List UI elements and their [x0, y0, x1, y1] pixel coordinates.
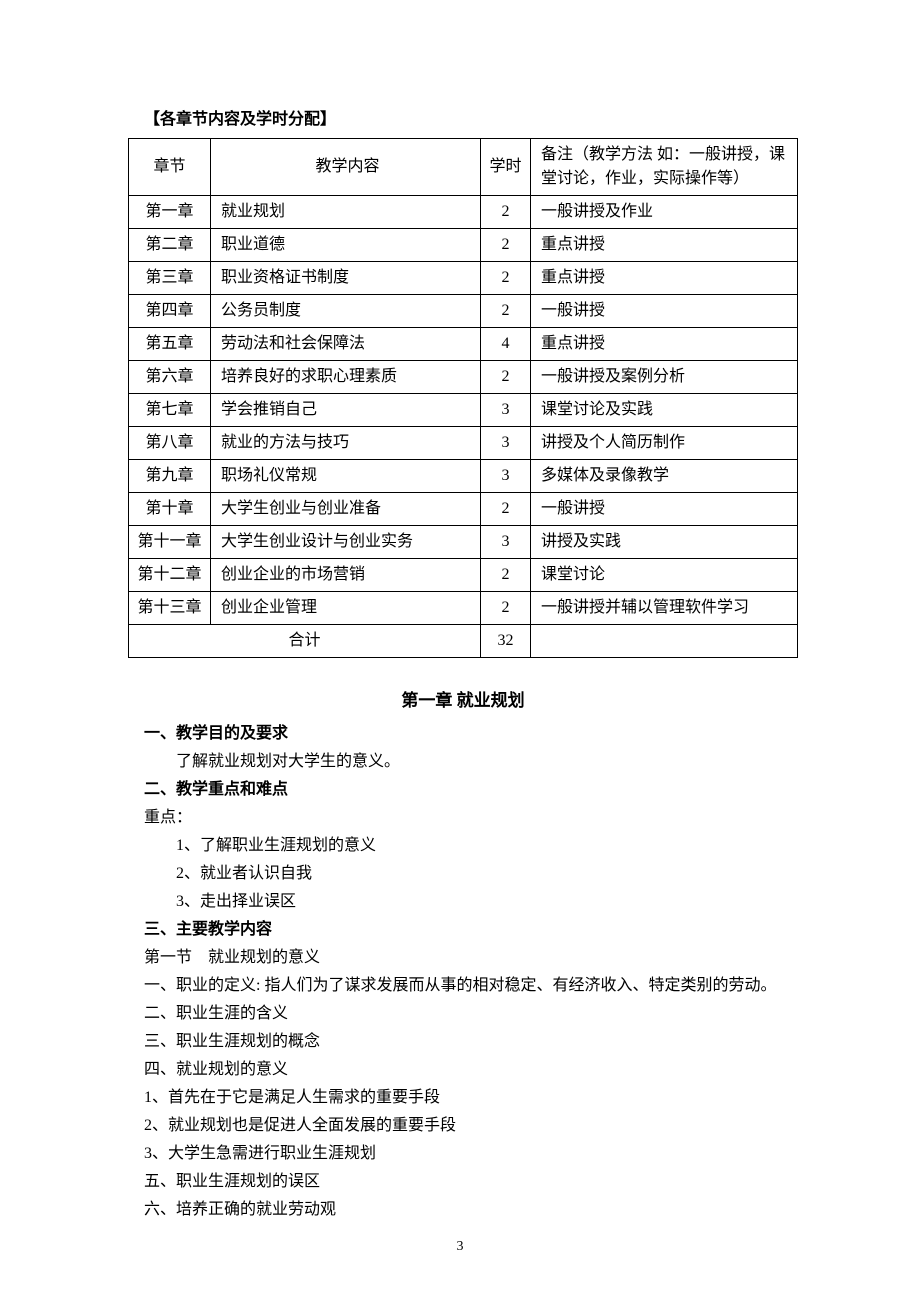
- col-chapter-header: 章节: [129, 139, 211, 196]
- table-cell: 公务员制度: [211, 295, 481, 328]
- table-cell: 第三章: [129, 262, 211, 295]
- table-cell: 重点讲授: [531, 328, 798, 361]
- table-cell: 培养良好的求职心理素质: [211, 361, 481, 394]
- table-cell: 第十三章: [129, 592, 211, 625]
- table-cell: 劳动法和社会保障法: [211, 328, 481, 361]
- table-cell: 第十一章: [129, 526, 211, 559]
- section-label: 第一节 就业规划的意义: [144, 944, 798, 972]
- table-cell: 就业规划: [211, 196, 481, 229]
- chapter-body: 一、教学目的及要求 了解就业规划对大学生的意义。 二、教学重点和难点 重点： 1…: [128, 720, 798, 1224]
- table-cell: 第二章: [129, 229, 211, 262]
- table-cell: 2: [481, 262, 531, 295]
- table-cell: 大学生创业与创业准备: [211, 493, 481, 526]
- content-line: 四、就业规划的意义: [144, 1056, 798, 1084]
- section-title: 【各章节内容及学时分配】: [144, 108, 798, 132]
- hours-table: 章节 教学内容 学时 备注（教学方法 如：一般讲授，课堂讨论，作业，实际操作等）…: [128, 138, 798, 658]
- col-hours-header: 学时: [481, 139, 531, 196]
- table-cell: 第十章: [129, 493, 211, 526]
- table-cell: 2: [481, 229, 531, 262]
- table-row: 第十一章大学生创业设计与创业实务3讲授及实践: [129, 526, 798, 559]
- table-cell: 创业企业管理: [211, 592, 481, 625]
- content-line: 六、培养正确的就业劳动观: [144, 1196, 798, 1224]
- keypoint: 1、了解职业生涯规划的意义: [144, 832, 798, 860]
- table-cell: 2: [481, 493, 531, 526]
- total-hours: 32: [481, 625, 531, 658]
- table-row: 第十章大学生创业与创业准备2一般讲授: [129, 493, 798, 526]
- heading-3: 三、主要教学内容: [144, 916, 798, 944]
- heading-1: 一、教学目的及要求: [144, 720, 798, 748]
- table-cell: 讲授及实践: [531, 526, 798, 559]
- table-cell: 第五章: [129, 328, 211, 361]
- table-cell: 重点讲授: [531, 262, 798, 295]
- table-cell: 2: [481, 361, 531, 394]
- table-cell: 3: [481, 427, 531, 460]
- table-cell: 2: [481, 295, 531, 328]
- table-total-row: 合计32: [129, 625, 798, 658]
- content-line: 二、职业生涯的含义: [144, 1000, 798, 1028]
- table-cell: 职场礼仪常规: [211, 460, 481, 493]
- table-cell: 第十二章: [129, 559, 211, 592]
- content-line: 五、职业生涯规划的误区: [144, 1168, 798, 1196]
- table-cell: 第八章: [129, 427, 211, 460]
- table-cell: 就业的方法与技巧: [211, 427, 481, 460]
- chapter-heading: 第一章 就业规划: [128, 688, 798, 714]
- table-cell: 4: [481, 328, 531, 361]
- col-content-header: 教学内容: [211, 139, 481, 196]
- numbered-line: 1、首先在于它是满足人生需求的重要手段: [144, 1084, 798, 1112]
- table-cell: 职业资格证书制度: [211, 262, 481, 295]
- table-cell: 讲授及个人简历制作: [531, 427, 798, 460]
- numbered-line: 3、大学生急需进行职业生涯规划: [144, 1140, 798, 1168]
- table-row: 第二章职业道德2重点讲授: [129, 229, 798, 262]
- table-row: 第七章学会推销自己3课堂讨论及实践: [129, 394, 798, 427]
- table-cell: 大学生创业设计与创业实务: [211, 526, 481, 559]
- content-line: 三、职业生涯规划的概念: [144, 1028, 798, 1056]
- table-row: 第十二章创业企业的市场营销2课堂讨论: [129, 559, 798, 592]
- table-cell: 2: [481, 592, 531, 625]
- table-cell: 多媒体及录像教学: [531, 460, 798, 493]
- table-cell: 第一章: [129, 196, 211, 229]
- table-cell: 第六章: [129, 361, 211, 394]
- table-cell: 一般讲授并辅以管理软件学习: [531, 592, 798, 625]
- table-cell: 一般讲授: [531, 493, 798, 526]
- table-cell: 3: [481, 526, 531, 559]
- table-cell: 第七章: [129, 394, 211, 427]
- table-cell: 学会推销自己: [211, 394, 481, 427]
- table-row: 第六章培养良好的求职心理素质2一般讲授及案例分析: [129, 361, 798, 394]
- table-cell: 第四章: [129, 295, 211, 328]
- table-row: 第三章职业资格证书制度2重点讲授: [129, 262, 798, 295]
- table-header-row: 章节 教学内容 学时 备注（教学方法 如：一般讲授，课堂讨论，作业，实际操作等）: [129, 139, 798, 196]
- table-cell: 一般讲授: [531, 295, 798, 328]
- col-note-header: 备注（教学方法 如：一般讲授，课堂讨论，作业，实际操作等）: [531, 139, 798, 196]
- table-row: 第五章劳动法和社会保障法4重点讲授: [129, 328, 798, 361]
- table-cell: 一般讲授及案例分析: [531, 361, 798, 394]
- content-line: 一、职业的定义: 指人们为了谋求发展而从事的相对稳定、有经济收入、特定类别的劳动…: [144, 972, 798, 1000]
- page-number: 3: [0, 1236, 920, 1257]
- numbered-line: 2、就业规划也是促进人全面发展的重要手段: [144, 1112, 798, 1140]
- keypoint: 3、走出择业误区: [144, 888, 798, 916]
- table-cell: 2: [481, 196, 531, 229]
- table-cell: 2: [481, 559, 531, 592]
- keypoint: 2、就业者认识自我: [144, 860, 798, 888]
- table-cell: 重点讲授: [531, 229, 798, 262]
- table-cell: 课堂讨论: [531, 559, 798, 592]
- table-row: 第八章就业的方法与技巧3讲授及个人简历制作: [129, 427, 798, 460]
- table-row: 第十三章创业企业管理2一般讲授并辅以管理软件学习: [129, 592, 798, 625]
- table-row: 第九章职场礼仪常规3多媒体及录像教学: [129, 460, 798, 493]
- total-note: [531, 625, 798, 658]
- table-cell: 创业企业的市场营销: [211, 559, 481, 592]
- table-cell: 3: [481, 394, 531, 427]
- total-label: 合计: [129, 625, 481, 658]
- table-cell: 3: [481, 460, 531, 493]
- paragraph: 重点：: [144, 804, 798, 832]
- table-row: 第一章就业规划2一般讲授及作业: [129, 196, 798, 229]
- paragraph: 了解就业规划对大学生的意义。: [144, 748, 798, 776]
- table-cell: 课堂讨论及实践: [531, 394, 798, 427]
- table-cell: 一般讲授及作业: [531, 196, 798, 229]
- table-cell: 第九章: [129, 460, 211, 493]
- table-row: 第四章公务员制度2一般讲授: [129, 295, 798, 328]
- heading-2: 二、教学重点和难点: [144, 776, 798, 804]
- table-cell: 职业道德: [211, 229, 481, 262]
